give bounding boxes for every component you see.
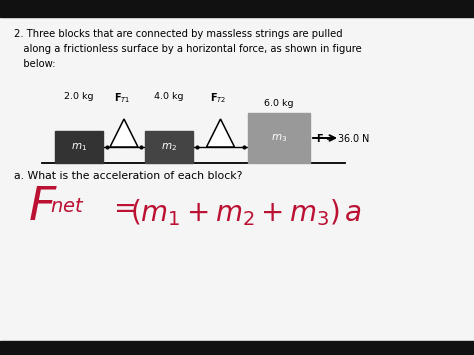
- Text: $m_3$: $m_3$: [271, 132, 287, 144]
- Text: $\mathbf{F}_{T2}$: $\mathbf{F}_{T2}$: [210, 91, 227, 105]
- Text: $=$: $=$: [108, 193, 136, 221]
- Text: $\mathbf{F}_{T1}$: $\mathbf{F}_{T1}$: [114, 91, 130, 105]
- Text: $\mathbf{F}$ = 36.0 N: $\mathbf{F}$ = 36.0 N: [316, 132, 370, 144]
- Bar: [55, 131, 103, 163]
- Polygon shape: [207, 119, 235, 147]
- Text: $m_1$: $m_1$: [71, 141, 87, 153]
- Text: $\mathit{net}$: $\mathit{net}$: [50, 197, 84, 216]
- Text: 2.0 kg: 2.0 kg: [64, 92, 94, 101]
- Text: 4.0 kg: 4.0 kg: [154, 92, 184, 101]
- Text: 2. Three blocks that are connected by massless strings are pulled: 2. Three blocks that are connected by ma…: [14, 29, 343, 39]
- Text: along a frictionless surface by a horizontal force, as shown in figure: along a frictionless surface by a horizo…: [14, 44, 362, 54]
- Bar: [248, 113, 310, 163]
- Text: $\mathit{(m_1 + m_2 + m_3)\,a}$: $\mathit{(m_1 + m_2 + m_3)\,a}$: [130, 197, 362, 228]
- Text: $\mathit{F}$: $\mathit{F}$: [28, 185, 58, 230]
- Text: $m_2$: $m_2$: [161, 141, 177, 153]
- Bar: [145, 131, 193, 163]
- Bar: [0, 341, 474, 355]
- Bar: [0, 0, 474, 17]
- Text: a. What is the acceleration of each block?: a. What is the acceleration of each bloc…: [14, 171, 242, 181]
- Polygon shape: [110, 119, 138, 147]
- Text: 6.0 kg: 6.0 kg: [264, 99, 294, 108]
- Text: below:: below:: [14, 59, 55, 69]
